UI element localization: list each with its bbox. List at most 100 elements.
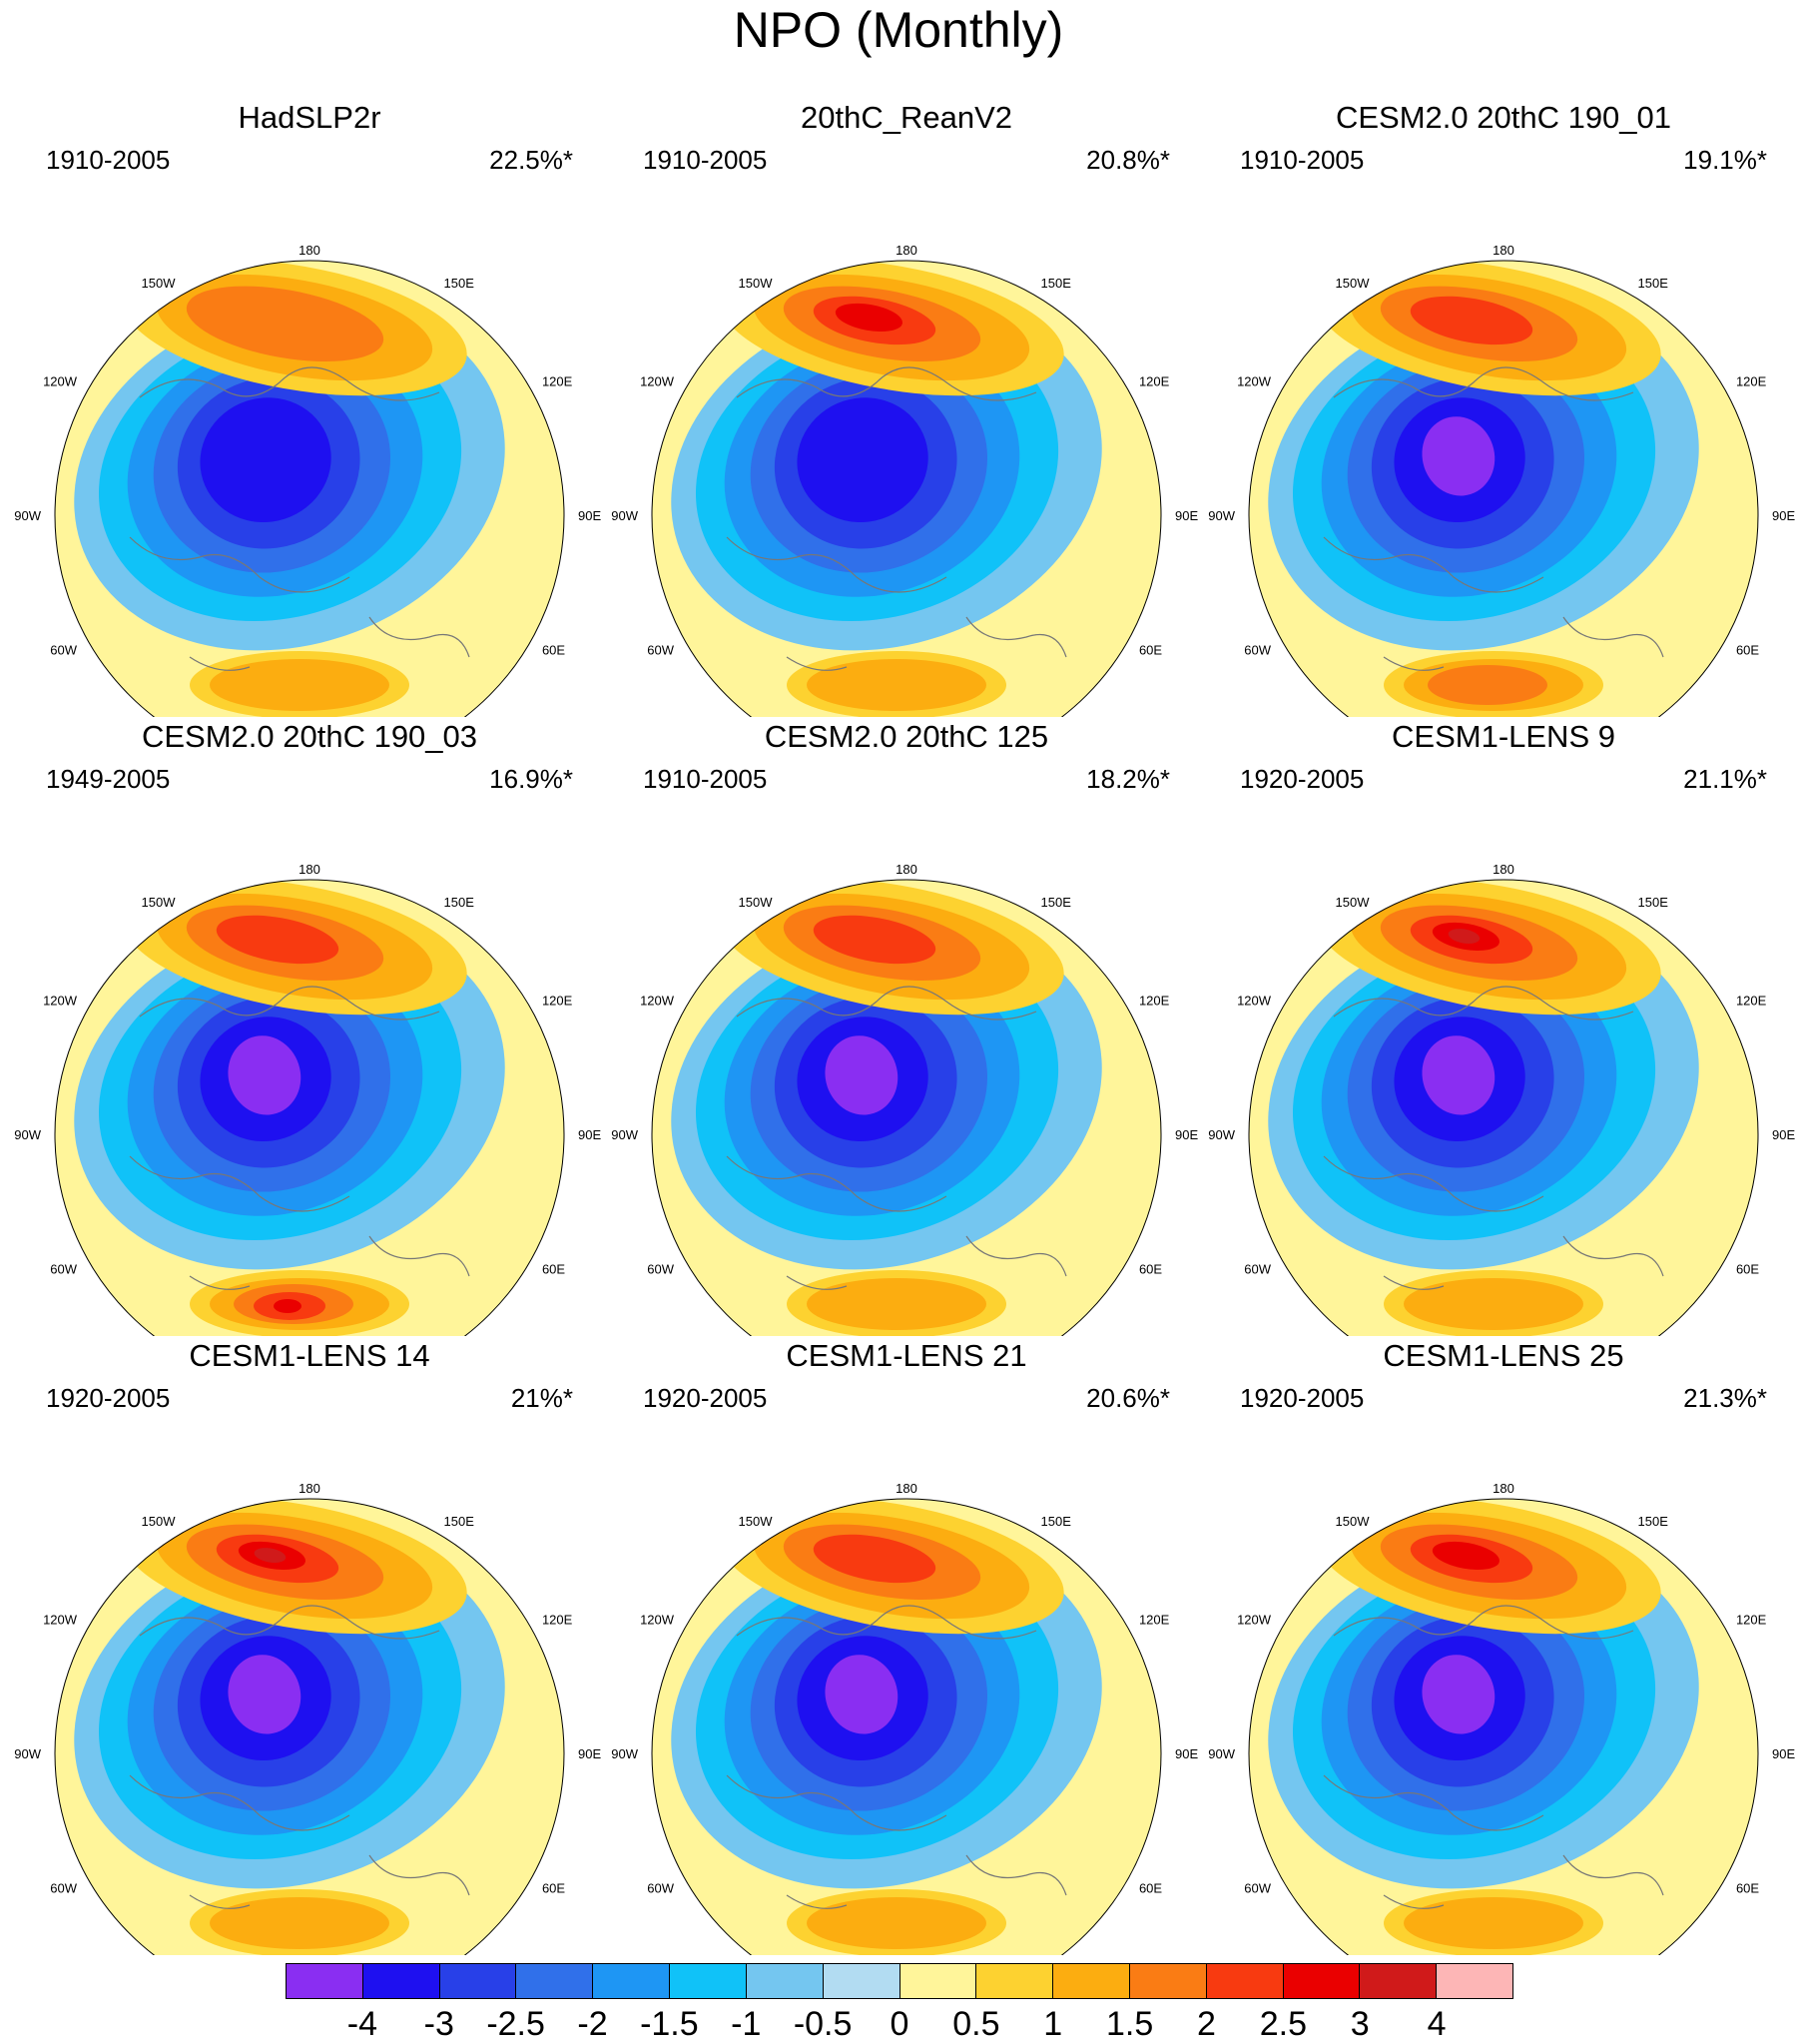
longitude-label: 150W bbox=[1336, 1514, 1371, 1529]
colorbar-label: -0.5 bbox=[793, 2005, 853, 2043]
panel-period: 1910-2005 bbox=[643, 764, 768, 794]
positive-contour-pacific bbox=[813, 1534, 936, 1584]
figure-title: NPO (Monthly) bbox=[733, 2, 1064, 58]
panel-variance: 20.8%* bbox=[1086, 145, 1170, 175]
longitude-label: 90E bbox=[1175, 1127, 1198, 1142]
colorbar-label: 0.5 bbox=[952, 2005, 1000, 2043]
longitude-label: 90W bbox=[1208, 508, 1235, 523]
longitude-label: 150E bbox=[1041, 1514, 1072, 1529]
colorbar-label: -3 bbox=[423, 2005, 454, 2043]
longitude-label: 180 bbox=[1493, 243, 1514, 258]
coastline bbox=[726, 986, 1067, 1290]
colorbar-label: 2 bbox=[1197, 2005, 1216, 2043]
colorbar-label: 1 bbox=[1043, 2005, 1063, 2043]
longitude-label: 150W bbox=[1336, 276, 1371, 291]
colorbar-swatch bbox=[670, 1964, 747, 1998]
longitude-label: 150E bbox=[444, 1514, 475, 1529]
longitude-label: 120W bbox=[640, 1613, 675, 1628]
map-panel: CESM1-LENS 21 1920-2005 20.6%* 180 150E 120E 9… bbox=[607, 1336, 1206, 1955]
positive-contour-europe bbox=[1404, 1897, 1583, 1949]
map-border bbox=[1248, 1498, 1759, 1955]
colorbar-label: 3 bbox=[1350, 2005, 1370, 2043]
positive-contour-europe bbox=[210, 1897, 389, 1949]
longitude-label: 60W bbox=[647, 1881, 674, 1896]
longitude-label: 60E bbox=[1139, 1262, 1162, 1277]
panel-title: CESM1-LENS 9 bbox=[1392, 719, 1615, 754]
map-panel: CESM1-LENS 9 1920-2005 21.1%* 180 150E 120E 90… bbox=[1204, 717, 1797, 1336]
longitude-label: 150E bbox=[1638, 895, 1669, 910]
panel-variance: 20.6%* bbox=[1086, 1383, 1170, 1413]
polar-map: 180150E120E90E60E30E030W60W90W120W150W bbox=[14, 243, 601, 717]
longitude-label: 60W bbox=[50, 1881, 77, 1896]
longitude-label: 90E bbox=[578, 508, 601, 523]
colorbar-swatch bbox=[1437, 1964, 1512, 1998]
longitude-label: 60E bbox=[1736, 1262, 1759, 1277]
longitude-label: 120E bbox=[1139, 374, 1170, 389]
longitude-label: 120E bbox=[542, 374, 573, 389]
longitude-label: 180 bbox=[299, 243, 320, 258]
longitude-label: 150E bbox=[1041, 276, 1072, 291]
longitude-label: 150E bbox=[1041, 895, 1072, 910]
negative-contour bbox=[228, 1035, 301, 1115]
colorbar-swatch bbox=[1206, 1964, 1284, 1998]
longitude-label: 150E bbox=[444, 895, 475, 910]
longitude-label: 180 bbox=[1493, 862, 1514, 877]
colorbar bbox=[286, 1963, 1513, 1999]
positive-contour-europe bbox=[210, 659, 389, 711]
colorbar-swatch bbox=[1360, 1964, 1438, 1998]
map-panel: CESM2.0 20thC 190_01 1910-2005 19.1%* 180 15… bbox=[1204, 98, 1797, 717]
longitude-label: 180 bbox=[299, 1481, 320, 1496]
longitude-label: 180 bbox=[896, 243, 917, 258]
negative-contour bbox=[825, 1035, 898, 1115]
coastline bbox=[726, 1605, 1067, 1909]
panel-title: CESM1-LENS 21 bbox=[786, 1338, 1027, 1373]
colorbar-swatch bbox=[1283, 1964, 1361, 1998]
longitude-label: 60W bbox=[647, 643, 674, 658]
longitude-label: 180 bbox=[896, 862, 917, 877]
colorbar-swatch bbox=[746, 1964, 824, 1998]
coastline bbox=[726, 366, 1067, 671]
longitude-label: 90E bbox=[1175, 508, 1198, 523]
negative-contour bbox=[228, 1655, 301, 1734]
colorbar-swatch bbox=[976, 1964, 1054, 1998]
longitude-label: 90E bbox=[1772, 508, 1795, 523]
longitude-label: 60W bbox=[50, 643, 77, 658]
polar-map: 180150E120E90E60E30E030W60W90W120W150W bbox=[14, 862, 601, 1336]
panel-variance: 21.1%* bbox=[1683, 764, 1767, 794]
negative-contour bbox=[797, 397, 928, 523]
longitude-label: 150E bbox=[1638, 276, 1669, 291]
longitude-label: 60E bbox=[1736, 643, 1759, 658]
colorbar-label: 2.5 bbox=[1259, 2005, 1308, 2043]
longitude-label: 90W bbox=[14, 1127, 41, 1142]
negative-contour bbox=[1422, 416, 1496, 496]
longitude-label: 90W bbox=[611, 1746, 638, 1761]
positive-contour-pacific bbox=[186, 286, 384, 362]
map-panel: 20thC_ReanV2 1910-2005 20.8%* 180 150E 120E 90… bbox=[607, 98, 1206, 717]
map-panel: CESM2.0 20thC 125 1910-2005 18.2%* 180 150E 1… bbox=[607, 717, 1206, 1336]
polar-map: 180150E120E90E60E30E030W60W90W120W150W bbox=[1208, 862, 1795, 1336]
positive-contour-pacific bbox=[835, 303, 902, 333]
longitude-label: 90E bbox=[1772, 1127, 1795, 1142]
longitude-label: 60W bbox=[1244, 1262, 1271, 1277]
longitude-label: 90W bbox=[14, 1746, 41, 1761]
positive-contour-pacific bbox=[1432, 1541, 1499, 1571]
positive-contour-europe bbox=[807, 659, 986, 711]
colorbar-label: 4 bbox=[1427, 2005, 1447, 2043]
longitude-label: 60E bbox=[1139, 1881, 1162, 1896]
map-border bbox=[651, 1498, 1162, 1955]
panel-title: CESM2.0 20thC 190_03 bbox=[141, 719, 478, 754]
colorbar-swatch bbox=[439, 1964, 517, 1998]
longitude-label: 90W bbox=[1208, 1127, 1235, 1142]
longitude-label: 60W bbox=[50, 1262, 77, 1277]
map-border bbox=[1248, 879, 1759, 1336]
colorbar-label: 0 bbox=[890, 2005, 909, 2043]
coastline bbox=[1323, 366, 1664, 671]
colorbar-swatch bbox=[823, 1964, 900, 1998]
longitude-label: 60W bbox=[1244, 643, 1271, 658]
longitude-label: 120W bbox=[640, 374, 675, 389]
colorbar-swatch bbox=[1053, 1964, 1130, 1998]
longitude-label: 150W bbox=[142, 276, 177, 291]
longitude-label: 180 bbox=[299, 862, 320, 877]
longitude-label: 120W bbox=[43, 1613, 78, 1628]
negative-contour bbox=[825, 1655, 898, 1734]
